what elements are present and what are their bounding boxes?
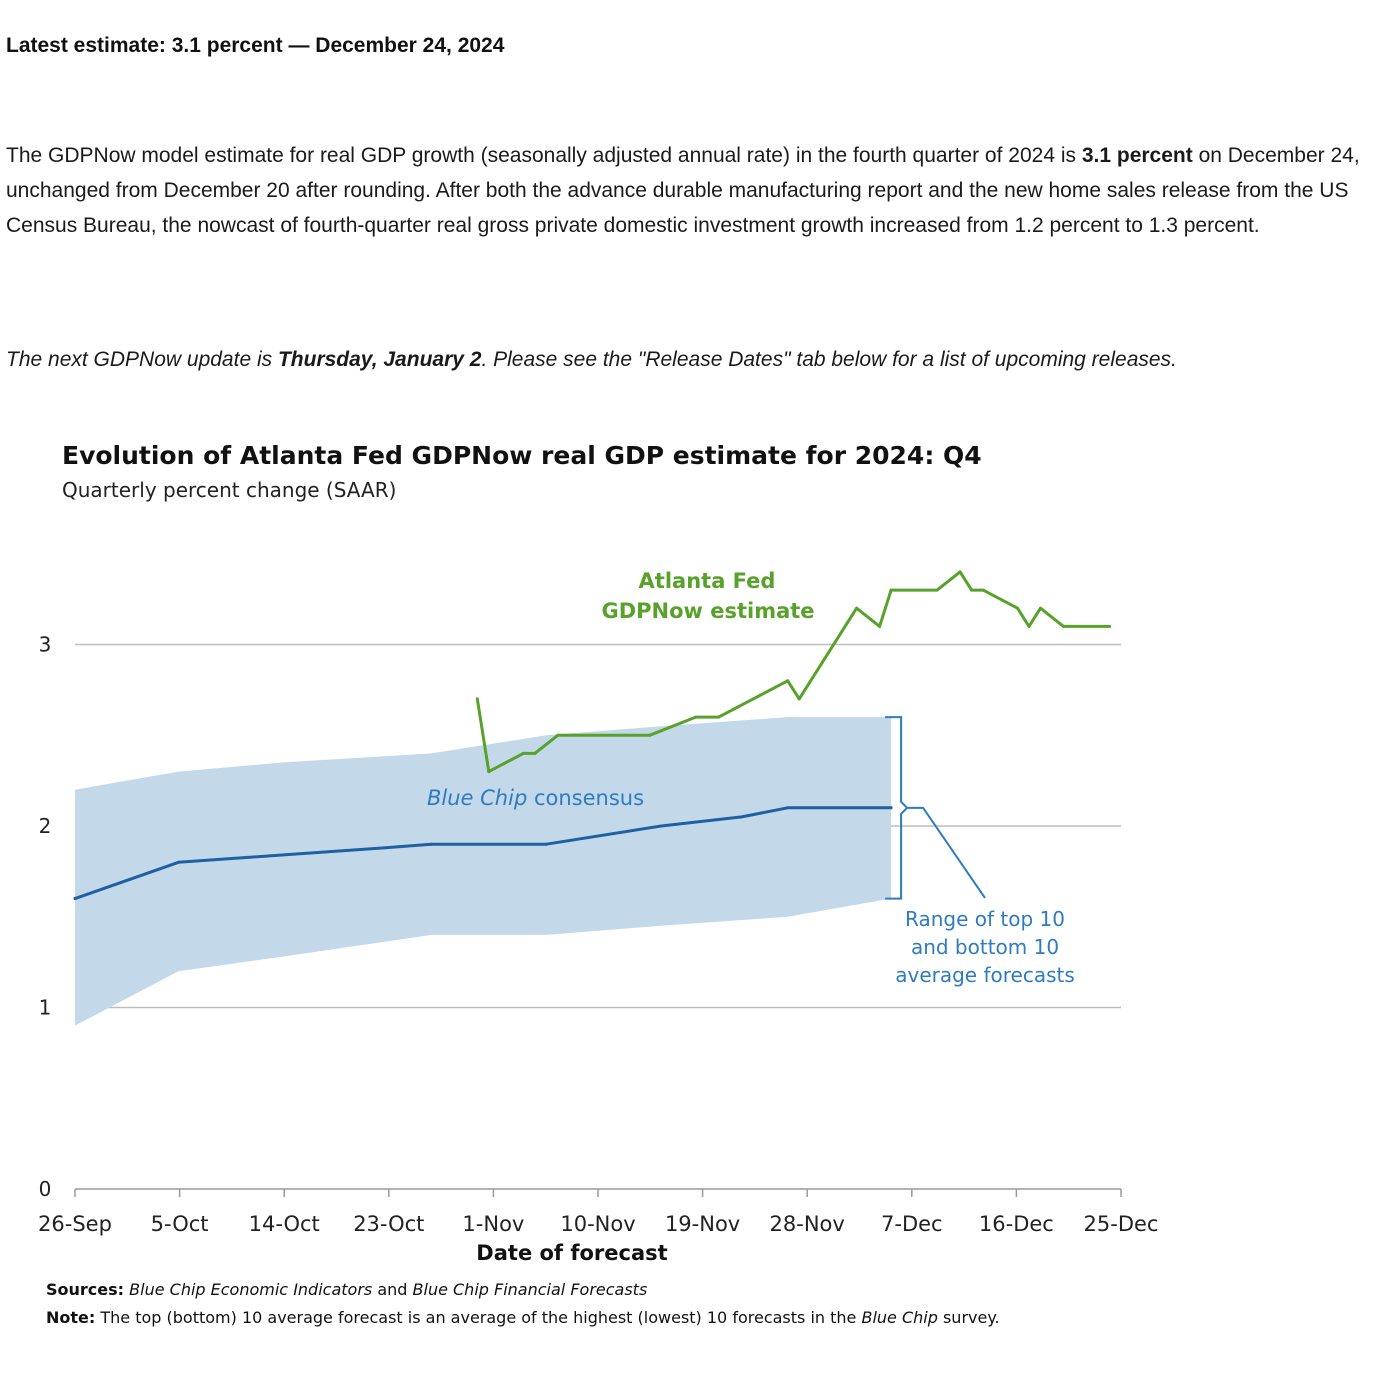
sources-label: Sources: <box>46 1280 125 1299</box>
gdpnow-point-2 <box>521 751 525 755</box>
range-leader-line <box>907 806 986 899</box>
blue-chip-consensus-point-2 <box>280 853 284 857</box>
chart-subtitle: Quarterly percent change (SAAR) <box>62 478 396 502</box>
para1-text-b: on December 24, unchanged from December … <box>6 144 1360 237</box>
blue-chip-consensus-point-5 <box>544 842 548 846</box>
para1-text-a: The GDPNow model estimate for real GDP g… <box>6 144 1082 167</box>
para2-text-a: The next GDPNow update is <box>6 348 278 371</box>
x-tick-label-14-Oct: 14-Oct <box>249 1212 320 1236</box>
range-label-line3: average forecasts <box>895 963 1075 987</box>
x-tick-label-28-Nov: 28-Nov <box>770 1212 845 1236</box>
gdpnow-point-14 <box>958 570 962 574</box>
para2-text-b: . Please see the "Release Dates" tab bel… <box>481 348 1177 371</box>
blue-chip-consensus-point-4 <box>429 842 433 846</box>
gdpnow-chart: Evolution of Atlanta Fed GDPNow real GDP… <box>38 441 1159 1265</box>
gdpnow-point-6 <box>694 715 698 719</box>
latest-estimate-headline: Latest estimate: 3.1 percent — December … <box>6 34 505 57</box>
next-update-note: The next GDPNow update is Thursday, Janu… <box>6 348 1396 372</box>
blue-chip-consensus-point-7 <box>740 815 744 819</box>
gdpnow-point-17 <box>1016 606 1019 610</box>
x-axis: 26-Sep 5-Oct 14-Oct 23-Oct 1-Nov 10-Nov 19-Nov… <box>38 1188 1159 1236</box>
gdpnow-point-0 <box>475 697 479 701</box>
consensus-label-rest: consensus <box>527 786 644 810</box>
note-line: Note: The top (bottom) 10 average foreca… <box>46 1306 1026 1330</box>
blue-chip-consensus-point-3 <box>383 846 387 850</box>
y-tick-label-3: 3 <box>39 633 52 657</box>
gdpnow-point-12 <box>889 588 893 592</box>
blue-chip-consensus-point-6 <box>659 824 663 828</box>
gdpnow-point-21 <box>1108 624 1111 628</box>
gdpnow-point-15 <box>970 588 974 592</box>
gdpnow-point-8 <box>786 679 790 683</box>
range-bracket-group <box>885 716 986 900</box>
blue-chip-consensus-line <box>73 806 893 901</box>
note-label: Note: <box>46 1308 96 1327</box>
sources-text-2: and <box>372 1280 413 1299</box>
estimate-description: The GDPNow model estimate for real GDP g… <box>6 138 1396 243</box>
x-tick-label-1-Nov: 1-Nov <box>462 1212 524 1236</box>
x-tick-label-25-Dec: 25-Dec <box>1084 1212 1159 1236</box>
gdpnow-point-18 <box>1027 624 1031 628</box>
gdpnow-line <box>475 570 1111 774</box>
y-axis: 0 1 2 3 <box>39 633 52 1202</box>
gdpnow-point-20 <box>1062 624 1065 628</box>
gdpnow-point-16 <box>981 588 985 592</box>
forecast-range-band-group <box>75 717 892 1026</box>
y-tick-label-2: 2 <box>39 814 52 838</box>
para2-bold-date: Thursday, January 2 <box>277 348 482 371</box>
y-tick-label-0: 0 <box>39 1177 52 1201</box>
gdpnow-point-7 <box>717 715 721 719</box>
para1-bold-estimate: 3.1 percent <box>1081 144 1193 167</box>
blue-chip-consensus-point-8 <box>786 806 790 810</box>
x-axis-label: Date of forecast <box>476 1241 667 1265</box>
gdpnow-point-1 <box>487 770 491 774</box>
x-tick-label-26-Sep: 26-Sep <box>38 1212 112 1236</box>
x-tick-label-7-Dec: 7-Dec <box>881 1212 943 1236</box>
blue-chip-consensus-point-9 <box>889 806 893 810</box>
sources-text-3: Blue Chip Financial Forecasts <box>412 1280 648 1299</box>
y-tick-label-1: 1 <box>39 996 52 1020</box>
note-text-1: The top (bottom) 10 average forecast is … <box>95 1308 862 1327</box>
gdpnow-point-3 <box>533 751 537 755</box>
x-tick-label-5-Oct: 5-Oct <box>151 1212 209 1236</box>
sources-text-1: Blue Chip Economic Indicators <box>129 1280 373 1299</box>
blue-chip-consensus-point-0 <box>73 897 77 901</box>
sources-line: Sources: Blue Chip Economic Indicators a… <box>46 1280 647 1299</box>
range-label-line2: and bottom 10 <box>911 935 1059 959</box>
x-tick-label-19-Nov: 19-Nov <box>665 1212 740 1236</box>
range-label-line1: Range of top 10 <box>905 907 1065 931</box>
note-text-3: survey. <box>937 1308 1000 1327</box>
x-tick-label-16-Dec: 16-Dec <box>979 1212 1054 1236</box>
consensus-label-italic: Blue Chip <box>427 786 527 810</box>
forecast-range-band <box>75 717 892 1026</box>
gdpnow-point-5 <box>648 733 652 737</box>
gdpnow-point-10 <box>855 606 859 610</box>
chart-title: Evolution of Atlanta Fed GDPNow real GDP… <box>62 441 982 470</box>
series-lines <box>73 570 1111 901</box>
blue-chip-consensus-point-1 <box>177 860 180 864</box>
gdpnow-point-19 <box>1039 606 1042 610</box>
note-text-2: Blue Chip <box>861 1308 938 1327</box>
gdpnow-point-13 <box>935 588 939 592</box>
consensus-label: Blue Chip consensus <box>427 786 644 810</box>
gdpnow-point-11 <box>878 624 882 628</box>
x-tick-label-10-Nov: 10-Nov <box>560 1212 635 1236</box>
x-tick-label-23-Oct: 23-Oct <box>353 1212 424 1236</box>
gdpnow-label-line1: Atlanta Fed <box>639 569 776 593</box>
gdpnow-point-9 <box>797 697 801 701</box>
gdpnow-point-4 <box>556 733 560 737</box>
gdpnow-label-line2: GDPNow estimate <box>601 599 814 623</box>
